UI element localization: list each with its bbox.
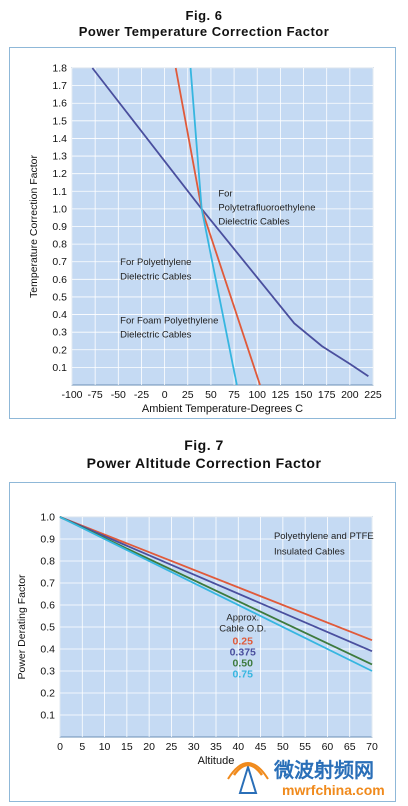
legend-item: 0.75: [233, 668, 254, 680]
y-tick-label: 1.5: [52, 115, 67, 127]
y-tick-label: 1.7: [52, 80, 67, 92]
x-tick-label: 100: [248, 389, 266, 401]
series-line: [91, 67, 369, 377]
x-tick-label: -25: [134, 389, 149, 401]
annotation-text: Dielectric Cables: [120, 329, 192, 340]
x-tick-label: 45: [255, 741, 267, 753]
y-tick-label: 0.4: [52, 309, 67, 321]
y-tick-label: 1.3: [52, 151, 67, 163]
y-tick-label: 0.4: [40, 644, 55, 656]
x-tick-label: 150: [295, 389, 313, 401]
legend-item: 0.25: [233, 635, 254, 647]
annotation-text: For Polyethylene: [120, 257, 191, 268]
x-tick-label: 40: [232, 741, 244, 753]
x-tick-label: 60: [322, 741, 334, 753]
y-tick-label: 0.1: [52, 362, 67, 374]
x-tick-label: 0: [162, 389, 168, 401]
x-tick-label: 225: [364, 389, 382, 401]
x-tick-label: 25: [182, 389, 194, 401]
watermark-text-cn: 微波射频网: [273, 758, 374, 782]
y-tick-label: 0.6: [52, 274, 67, 286]
x-tick-label: 75: [228, 389, 240, 401]
series-line: [189, 67, 238, 386]
annotation-text: Dielectric Cables: [120, 271, 192, 282]
fig7-frame: 0.1 0.2 0.3 0.4 0.5 0.6 0.7 0.8 0.9 1.0 0 5 10 15 20 25…: [9, 482, 396, 802]
temperature-correction-chart: 0.1 0.2 0.3 0.4 0.5 0.6 0.7 0.8 0.9 1.0 1.1 1.2 1.3 1…: [28, 63, 382, 416]
series-line: [59, 516, 373, 653]
x-tick-label: 50: [205, 389, 217, 401]
y-tick-label: 0.2: [52, 344, 67, 356]
y-axis-label: Power Derating Factor: [16, 574, 28, 680]
fig7-label: Fig. 7: [184, 437, 224, 453]
x-tick-label: 0: [57, 741, 63, 753]
x-tick-label: 25: [166, 741, 178, 753]
y-tick-label: 0.9: [40, 534, 55, 546]
x-tick-label: 55: [299, 741, 311, 753]
altitude-correction-chart: 0.1 0.2 0.3 0.4 0.5 0.6 0.7 0.8 0.9 1.0 0 5 10 15 20 25…: [16, 512, 378, 768]
y-tick-label: 0.7: [40, 578, 55, 590]
series-line: [59, 516, 373, 642]
x-tick-label: 15: [121, 741, 133, 753]
x-tick-label: 35: [210, 741, 222, 753]
y-tick-label: 0.8: [52, 239, 67, 251]
y-tick-label: 1.0: [40, 512, 55, 524]
x-tick-label: 175: [318, 389, 336, 401]
x-tick-label: 65: [344, 741, 356, 753]
x-axis-label: Ambient Temperature-Degrees C: [142, 403, 303, 415]
legend-title: Cable O.D.: [219, 623, 266, 634]
annotation-text: Dielectric Cables: [218, 217, 290, 228]
y-tick-label: 1.1: [52, 186, 67, 198]
y-tick-label: 1.2: [52, 168, 67, 180]
y-tick-label: 0.2: [40, 688, 55, 700]
y-tick-label: 1.6: [52, 98, 67, 110]
x-tick-label: 20: [143, 741, 155, 753]
legend-item: 0.50: [233, 657, 254, 669]
x-tick-label: 50: [277, 741, 289, 753]
y-tick-label: 1.4: [52, 133, 67, 145]
x-tick-label: 70: [366, 741, 378, 753]
fig7-title: Power Altitude Correction Factor: [86, 455, 322, 471]
x-tick-label: -50: [111, 389, 126, 401]
annotation-text: For Foam Polyethylene: [120, 315, 218, 326]
fig6-frame: 0.1 0.2 0.3 0.4 0.5 0.6 0.7 0.8 0.9 1.0 1.1 1.2 1.3 1…: [9, 47, 396, 419]
watermark-text-url: mwrfchina.com: [282, 782, 385, 798]
series-line: [59, 516, 373, 672]
watermark-logo: 微波射频网 mwrfchina.com: [227, 758, 385, 798]
y-tick-label: 0.1: [40, 710, 55, 722]
y-tick-label: 0.6: [40, 600, 55, 612]
legend-title: Approx.: [226, 612, 259, 623]
annotation-text: For: [218, 189, 232, 200]
annotation-text: Insulated Cables: [274, 546, 345, 557]
fig6-label: Fig. 6: [185, 8, 223, 23]
x-tick-label: 200: [341, 389, 359, 401]
y-tick-label: 0.3: [40, 666, 55, 678]
y-tick-label: 1.8: [52, 63, 67, 75]
y-tick-label: 0.8: [40, 556, 55, 568]
y-tick-label: 0.3: [52, 327, 67, 339]
fig6-title: Power Temperature Correction Factor: [78, 24, 330, 39]
y-tick-label: 1.0: [52, 203, 67, 215]
y-axis-label: Temperature Correction Factor: [28, 155, 40, 298]
x-tick-label: 5: [79, 741, 85, 753]
annotation-text: Polyethylene and PTFE: [274, 531, 374, 542]
y-tick-label: 0.7: [52, 256, 67, 268]
x-tick-label: 10: [99, 741, 111, 753]
y-tick-label: 0.5: [40, 622, 55, 634]
y-tick-label: 0.9: [52, 221, 67, 233]
x-axis-label: Altitude: [198, 755, 235, 767]
x-tick-label: 125: [272, 389, 290, 401]
x-tick-label: -75: [88, 389, 103, 401]
annotation-text: Polytetrafluoroethylene: [218, 203, 315, 214]
y-tick-label: 0.5: [52, 291, 67, 303]
x-tick-label: -100: [61, 389, 82, 401]
antenna-icon: [227, 762, 269, 794]
x-tick-label: 30: [188, 741, 200, 753]
series-line: [59, 516, 373, 666]
legend-item: 0.375: [230, 646, 256, 658]
